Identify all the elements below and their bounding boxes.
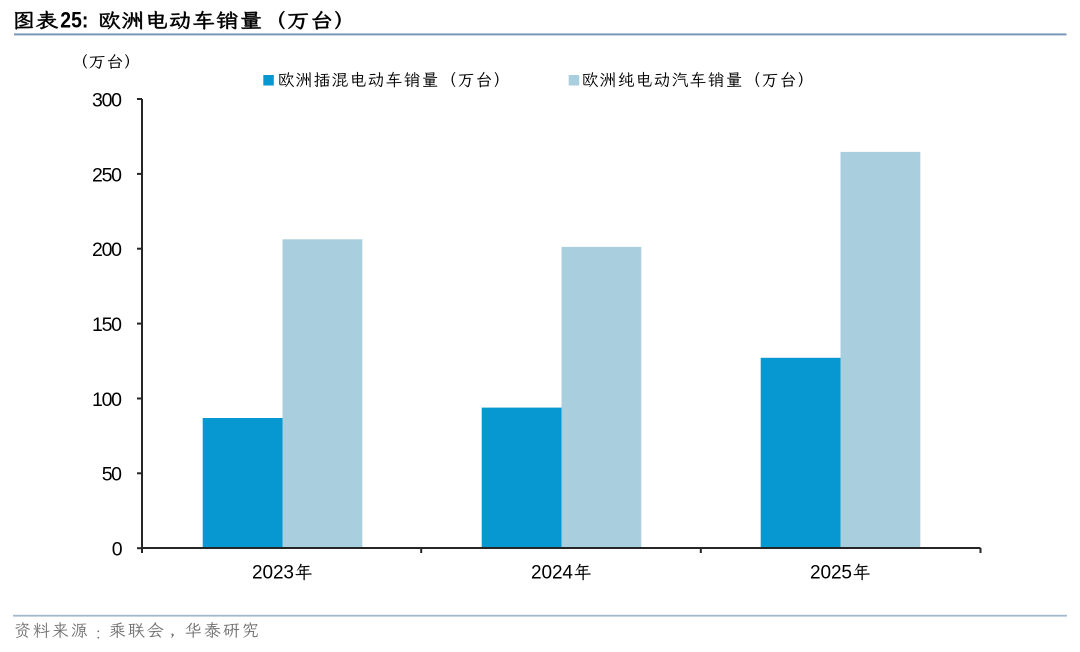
svg-text:300: 300 xyxy=(92,89,122,111)
svg-text:200: 200 xyxy=(92,239,122,261)
svg-text:0: 0 xyxy=(112,539,123,561)
svg-text:150: 150 xyxy=(92,314,122,336)
svg-text:100: 100 xyxy=(92,389,122,411)
svg-text:2023: 2023 xyxy=(252,563,294,584)
svg-text:250: 250 xyxy=(92,164,122,186)
svg-text:2025: 2025 xyxy=(810,563,852,584)
svg-text:25:: 25: xyxy=(60,8,88,33)
svg-text:50: 50 xyxy=(102,464,122,486)
svg-text:2024: 2024 xyxy=(531,563,573,584)
